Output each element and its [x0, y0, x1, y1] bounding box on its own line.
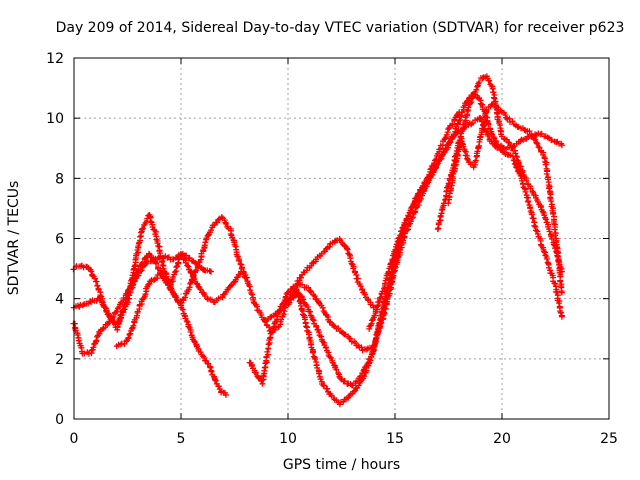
y-tick-label: 12 [46, 51, 64, 67]
axis-ticks [73, 57, 610, 420]
plus-markers [263, 109, 463, 389]
plus-markers [285, 115, 565, 354]
plus-markers [445, 100, 565, 296]
data-points [70, 73, 565, 408]
series-track-e [246, 235, 377, 387]
x-axis-label: GPS time / hours [282, 457, 401, 473]
plus-markers [366, 91, 565, 332]
y-tick-label: 0 [55, 412, 64, 428]
y-tick-label: 8 [55, 171, 64, 187]
series-track-h [285, 115, 565, 354]
y-tick-label: 10 [46, 111, 64, 127]
x-tick-label: 5 [177, 431, 186, 447]
x-tick-label: 20 [493, 431, 511, 447]
series-track-i [366, 91, 565, 332]
x-tick-label: 10 [279, 431, 297, 447]
plus-markers [246, 235, 377, 387]
x-tick-label: 0 [70, 431, 79, 447]
series-track-k [445, 100, 565, 296]
plus-markers [113, 250, 214, 350]
x-tick-label: 25 [600, 431, 618, 447]
chart-title: Day 209 of 2014, Sidereal Day-to-day VTE… [55, 20, 625, 36]
y-tick-label: 4 [55, 292, 64, 308]
y-tick-label: 6 [55, 232, 64, 248]
y-tick-label: 2 [55, 352, 64, 368]
y-axis-label: SDTVAR / TECUs [6, 180, 22, 296]
series-track-g [263, 109, 463, 389]
x-tick-label: 15 [386, 431, 404, 447]
tick-labels: 0 5 10 15 20 25 0 2 4 6 8 10 12 [46, 51, 618, 447]
series-track-d [113, 250, 214, 350]
